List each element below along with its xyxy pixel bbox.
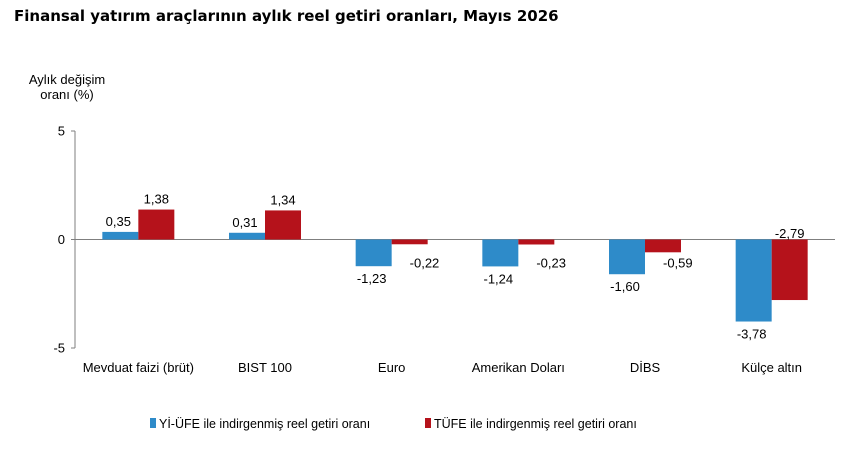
bar-tufe <box>771 239 808 301</box>
data-label: 1,34 <box>270 192 295 207</box>
category-label: Euro <box>378 360 405 375</box>
bar-yiufe <box>609 239 645 275</box>
data-label: -0,23 <box>536 256 566 271</box>
bar-tufe <box>391 239 428 245</box>
data-label: 0,35 <box>106 214 131 229</box>
legend-label: TÜFE ile indirgenmiş reel getiri oranı <box>434 417 637 431</box>
data-label: -1,23 <box>357 271 387 286</box>
y-axis-label-line: oranı (%) <box>40 87 93 102</box>
bar-yiufe <box>355 239 392 267</box>
y-tick-label: -5 <box>53 341 65 356</box>
legend-swatch <box>425 418 431 428</box>
data-label: -0,59 <box>663 256 693 271</box>
bar-tufe <box>645 239 681 253</box>
bar-tufe <box>518 239 555 245</box>
data-labels: 0,35 1,38 0,31 1,34 -1,23 -0,22 -1,24 -0,23 -1,6… <box>106 192 805 342</box>
bar-yiufe <box>102 231 139 240</box>
bar-yiufe <box>735 239 772 322</box>
bar-yiufe <box>482 239 519 267</box>
category-label: Külçe altın <box>741 360 802 375</box>
category-label: Amerikan Doları <box>472 360 565 375</box>
data-label: -1,60 <box>610 279 640 294</box>
category-label: Mevduat faizi (brüt) <box>83 360 194 375</box>
data-label: -3,78 <box>737 327 767 342</box>
data-label: -2,79 <box>775 226 805 241</box>
chart-title: Finansal yatırım araçlarının aylık reel … <box>14 7 559 25</box>
data-label: -0,22 <box>410 256 440 271</box>
legend-swatch <box>150 418 156 428</box>
y-axis-label-line: Aylık değişim <box>29 72 105 87</box>
bar-tufe <box>265 210 301 240</box>
y-tick-label: 0 <box>58 232 65 247</box>
data-label: -1,24 <box>484 271 514 286</box>
data-label: 1,38 <box>144 192 169 207</box>
data-label: 0,31 <box>232 215 257 230</box>
axes: 5 0 -5 <box>53 124 835 356</box>
bars <box>102 209 808 322</box>
category-labels: Mevduat faizi (brüt) BIST 100 Euro Amerikan… <box>83 360 802 375</box>
category-label: DİBS <box>630 360 661 375</box>
category-label: BIST 100 <box>238 360 292 375</box>
bar-tufe <box>138 209 175 240</box>
legend-label: Yİ-ÜFE ile indirgenmiş reel getiri oranı <box>159 417 370 431</box>
bar-yiufe <box>229 232 265 240</box>
legend: Yİ-ÜFE ile indirgenmiş reel getiri oranı… <box>150 417 637 431</box>
y-tick-label: 5 <box>58 124 65 139</box>
